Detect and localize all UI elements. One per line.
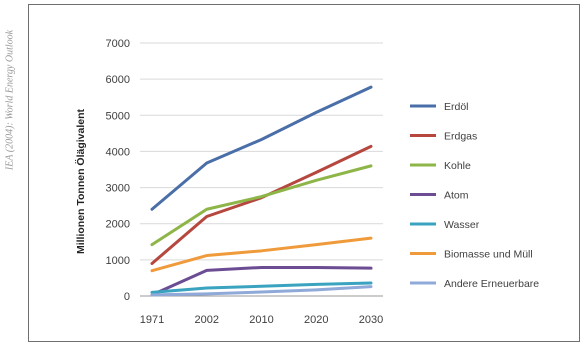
legend-label: Erdgas: [444, 131, 477, 143]
series-lines: [150, 85, 373, 297]
y-tick-label: 5000: [106, 110, 130, 122]
series-line: [150, 281, 373, 294]
y-tick-label: 1000: [106, 255, 130, 267]
series-line: [150, 164, 373, 247]
x-axis-ticks: 1971 2002 2010 2020 2030: [140, 314, 383, 326]
gridlines: [140, 42, 383, 297]
legend-label: Andere Erneuerbare: [444, 278, 539, 290]
y-tick-label: 3000: [106, 183, 130, 195]
legend-label: Atom: [444, 190, 469, 202]
x-tick-label: 2010: [249, 314, 273, 326]
y-axis-label: Millionen Tonnen Ölägivalent: [74, 108, 87, 254]
legend-label: Biomasse und Müll: [444, 249, 533, 261]
x-tick-label: 2020: [304, 314, 328, 326]
series-line: [150, 85, 373, 211]
y-tick-label: 4000: [106, 146, 130, 158]
y-tick-label: 2000: [106, 219, 130, 231]
x-tick-label: 1971: [140, 314, 164, 326]
series-line: [150, 285, 373, 297]
series-line: [150, 265, 373, 297]
legend-label: Kohle: [444, 160, 471, 172]
legend-label: Wasser: [444, 219, 480, 231]
x-tick-label: 2002: [195, 314, 219, 326]
y-tick-label: 0: [124, 291, 130, 303]
x-tick-label: 2030: [359, 314, 383, 326]
y-tick-label: 7000: [106, 38, 130, 50]
y-tick-label: 6000: [106, 74, 130, 86]
y-axis-ticks: 0 1000 2000 3000 4000 5000 6000 7000: [106, 38, 130, 303]
series-line: [150, 236, 373, 273]
legend-label: Erdöl: [444, 101, 469, 113]
legend: Erdöl Erdgas Kohle Atom Wasser Biomasse und M…: [410, 101, 539, 290]
series-line: [150, 144, 373, 265]
